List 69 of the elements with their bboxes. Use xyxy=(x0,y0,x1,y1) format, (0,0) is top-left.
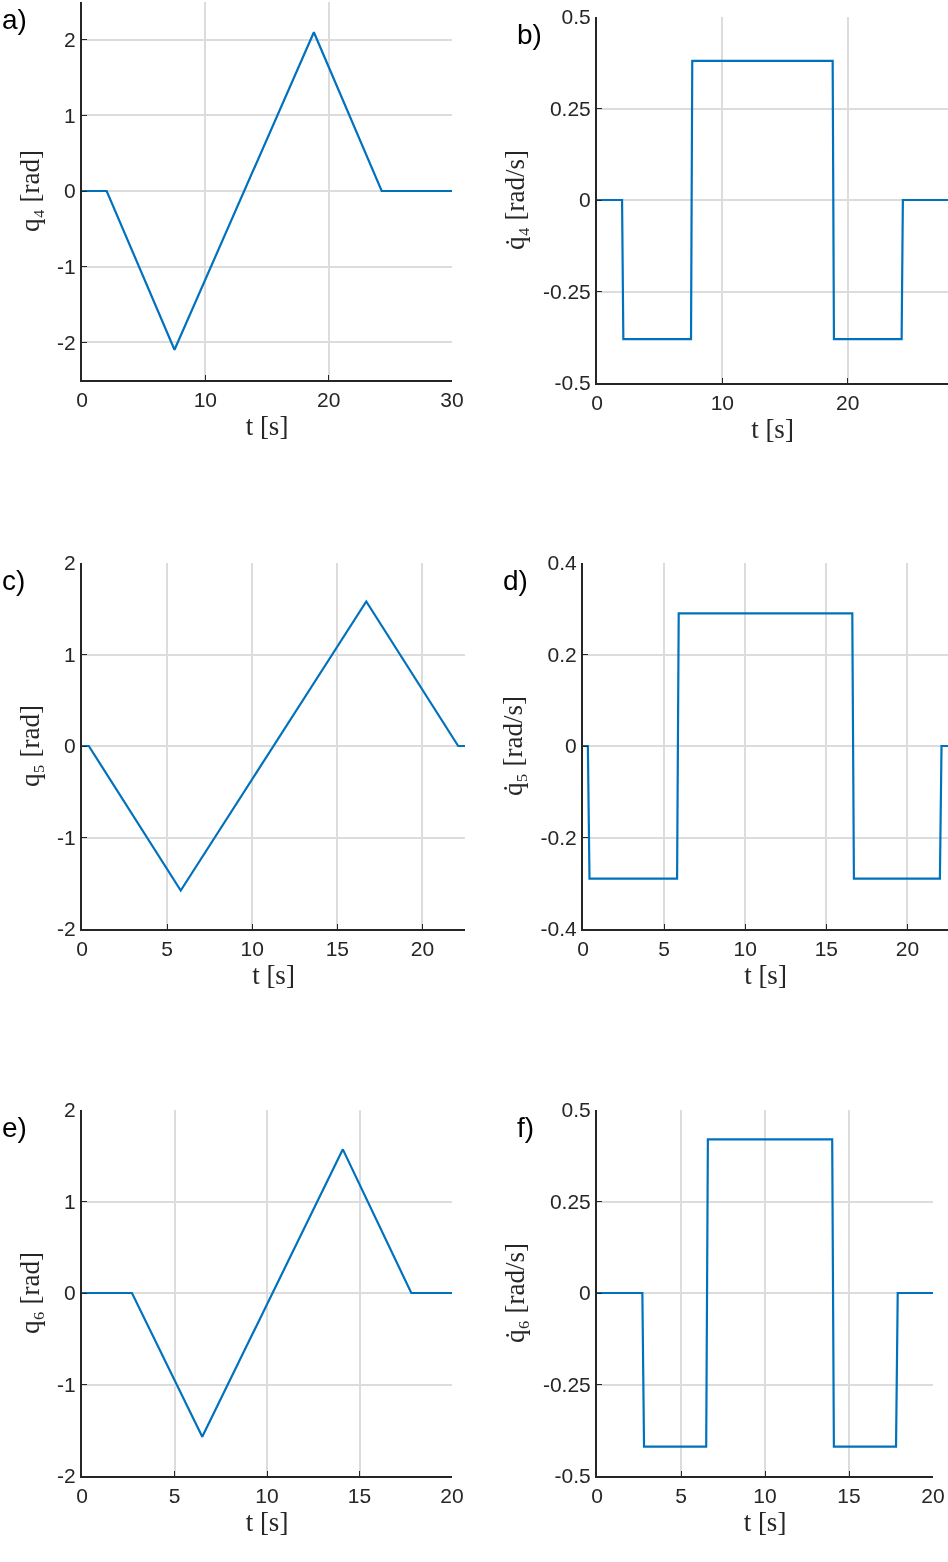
x-tick-label: 15 xyxy=(325,937,350,961)
x-axis-title: t [s] xyxy=(252,960,295,991)
y-tick-label: 0.5 xyxy=(561,1098,591,1122)
x-tick-label: 10 xyxy=(255,1484,279,1508)
y-tick-label: 0 xyxy=(64,734,76,758)
y-tick-label: 0.5 xyxy=(561,5,591,29)
x-tick-label: 20 xyxy=(316,388,341,412)
chart-title: c) xyxy=(2,565,26,596)
y-tick-label: 0.2 xyxy=(547,642,577,666)
y-tick-label: 0 xyxy=(579,188,591,212)
y-tick-label: -1 xyxy=(57,254,76,278)
y-tick-label: -1 xyxy=(57,1372,76,1396)
y-tick-label: 0 xyxy=(579,1281,591,1305)
y-axis-title: q̇₆ [rad/s] xyxy=(500,1242,531,1344)
y-axis-title: q₆ [rad] xyxy=(14,1251,45,1335)
y-tick-label: -1 xyxy=(57,825,76,849)
y-tick-label: -0.25 xyxy=(542,1372,591,1396)
y-tick-label: -0.5 xyxy=(554,371,591,395)
chart-title: a) xyxy=(2,4,27,35)
x-tick-label: 20 xyxy=(921,1484,945,1508)
y-tick-label: 0.25 xyxy=(549,1189,591,1213)
x-tick-label: 10 xyxy=(710,391,735,415)
x-tick-label: 20 xyxy=(836,391,860,415)
chart-title: b) xyxy=(517,19,542,50)
y-tick-label: -2 xyxy=(57,1464,76,1488)
chart-title: d) xyxy=(503,565,528,596)
y-tick-label: 1 xyxy=(64,103,76,127)
y-tick-label: 2 xyxy=(64,1098,76,1122)
y-axis-title: q₅ [rad] xyxy=(14,704,45,788)
y-tick-label: 0.25 xyxy=(549,96,591,120)
x-axis-title: t [s] xyxy=(245,411,289,442)
y-tick-label: -0.5 xyxy=(554,1464,591,1488)
y-axis-title: q̇₅ [rad/s] xyxy=(498,695,529,797)
x-tick-label: 5 xyxy=(658,937,670,961)
x-tick-label: 20 xyxy=(895,937,920,961)
y-tick-label: -2 xyxy=(57,917,76,941)
y-tick-label: -0.2 xyxy=(540,825,577,849)
x-tick-label: 10 xyxy=(193,388,218,412)
x-axis-title: t [s] xyxy=(744,960,787,991)
x-tick-label: 15 xyxy=(837,1484,861,1508)
x-tick-label: 30 xyxy=(440,388,464,412)
x-tick-label: 10 xyxy=(733,937,757,961)
y-tick-label: -0.25 xyxy=(542,279,591,303)
x-tick-label: 20 xyxy=(440,1484,464,1508)
x-tick-label: 10 xyxy=(240,937,264,961)
y-tick-label: 0 xyxy=(64,1281,76,1305)
y-tick-label: 0 xyxy=(565,734,577,758)
y-tick-label: 2 xyxy=(64,551,76,575)
chart-title: e) xyxy=(2,1112,27,1143)
y-axis-title: q̇₄ [rad/s] xyxy=(500,149,531,251)
y-tick-label: 0.4 xyxy=(547,551,578,575)
y-tick-label: 1 xyxy=(64,642,76,666)
y-tick-label: -2 xyxy=(57,330,76,354)
x-axis-title: t [s] xyxy=(751,414,794,445)
y-tick-label: -0.4 xyxy=(540,917,578,941)
x-tick-label: 5 xyxy=(675,1484,687,1508)
x-tick-label: 10 xyxy=(753,1484,777,1508)
y-tick-label: 2 xyxy=(64,28,76,52)
y-axis-title: q₄ [rad] xyxy=(14,149,45,233)
x-tick-label: 5 xyxy=(168,1484,181,1508)
x-axis-title: t [s] xyxy=(245,1507,289,1538)
x-tick-label: 5 xyxy=(161,937,173,961)
chart-title: f) xyxy=(517,1112,535,1143)
x-tick-label: 15 xyxy=(347,1484,372,1508)
x-tick-label: 15 xyxy=(814,937,839,961)
y-tick-label: 0 xyxy=(64,179,76,203)
y-tick-label: 1 xyxy=(64,1189,76,1213)
x-axis-title: t [s] xyxy=(743,1507,787,1538)
x-tick-label: 20 xyxy=(410,937,435,961)
